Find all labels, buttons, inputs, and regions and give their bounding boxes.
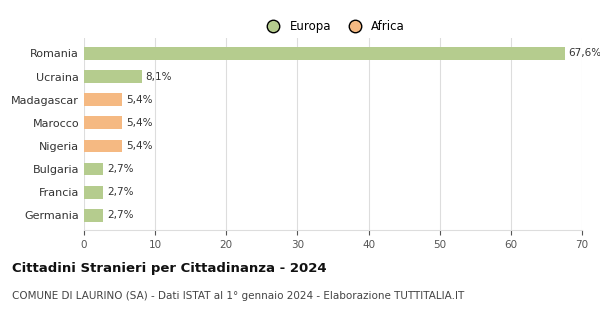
Text: 2,7%: 2,7% [107, 187, 133, 197]
Text: 5,4%: 5,4% [126, 95, 152, 105]
Bar [84, 93, 122, 106]
Bar [84, 47, 565, 60]
Text: 2,7%: 2,7% [107, 210, 133, 220]
Bar [84, 140, 122, 152]
Bar [84, 209, 103, 222]
Text: 5,4%: 5,4% [126, 118, 152, 128]
Text: Cittadini Stranieri per Cittadinanza - 2024: Cittadini Stranieri per Cittadinanza - 2… [12, 262, 326, 276]
Text: 67,6%: 67,6% [568, 49, 600, 59]
Bar [84, 116, 122, 129]
Text: 5,4%: 5,4% [126, 141, 152, 151]
Text: 2,7%: 2,7% [107, 164, 133, 174]
Bar [84, 70, 142, 83]
Text: COMUNE DI LAURINO (SA) - Dati ISTAT al 1° gennaio 2024 - Elaborazione TUTTITALIA: COMUNE DI LAURINO (SA) - Dati ISTAT al 1… [12, 291, 464, 301]
Bar [84, 163, 103, 175]
Text: 8,1%: 8,1% [145, 72, 172, 82]
Legend: Europa, Africa: Europa, Africa [256, 15, 410, 38]
Bar [84, 186, 103, 198]
